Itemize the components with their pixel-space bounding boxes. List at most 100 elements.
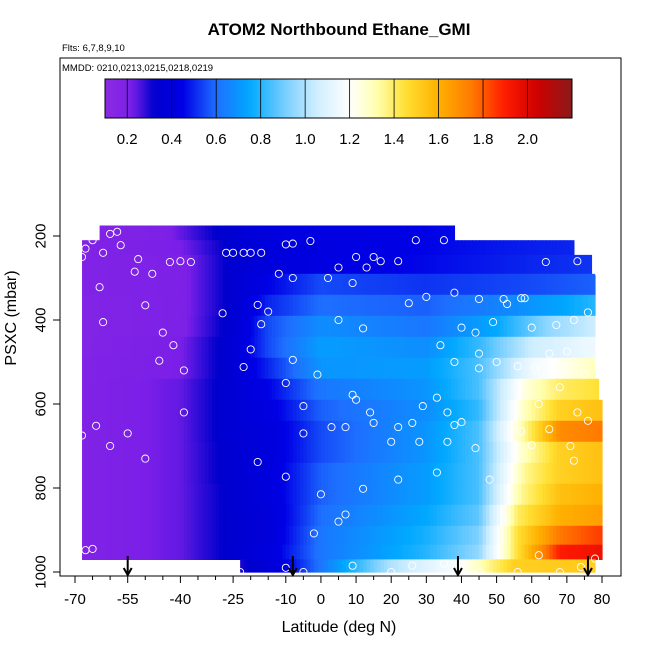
heatmap-cell: [482, 294, 487, 317]
heatmap-cell: [419, 420, 424, 443]
heatmap-cell: [535, 294, 540, 317]
heatmap-cell: [138, 315, 143, 338]
heatmap-cell: [426, 399, 431, 422]
heatmap-cell: [493, 336, 498, 359]
heatmap-cell: [429, 504, 434, 527]
heatmap-cell: [500, 378, 505, 401]
heatmap-cell: [472, 483, 477, 506]
heatmap-cell: [563, 544, 568, 560]
heatmap-cell: [405, 315, 410, 338]
heatmap-cell: [542, 240, 547, 256]
heatmap-cell: [587, 336, 593, 359]
heatmap-cell: [482, 544, 487, 560]
heatmap-cell: [236, 240, 241, 256]
heatmap-cell: [296, 525, 301, 546]
heatmap-cell: [349, 525, 354, 546]
heatmap-cell: [183, 225, 189, 241]
heatmap-cell: [429, 420, 434, 443]
heatmap-cell: [384, 462, 389, 485]
heatmap-cell: [566, 525, 571, 546]
heatmap-cell: [264, 225, 269, 241]
heatmap-cell: [212, 336, 217, 359]
heatmap-cell: [436, 357, 441, 380]
heatmap-cell: [422, 225, 427, 241]
heatmap-cell: [334, 544, 340, 560]
heatmap-cell: [577, 294, 582, 317]
heatmap-cell: [422, 254, 427, 275]
heatmap-cell: [384, 240, 389, 256]
heatmap-cell: [313, 399, 319, 422]
heatmap-cell: [577, 273, 582, 296]
observation-point: [474, 349, 484, 358]
heatmap-cell: [563, 240, 568, 256]
heatmap-cell: [145, 525, 150, 546]
heatmap-cell: [570, 254, 575, 275]
heatmap-cell: [201, 254, 206, 275]
heatmap-cell: [545, 273, 550, 296]
heatmap-cell: [352, 462, 357, 485]
heatmap-cell: [317, 357, 322, 380]
heatmap-cell: [370, 294, 375, 317]
heatmap-cell: [278, 462, 283, 485]
heatmap-cell: [415, 273, 420, 296]
heatmap-cell: [96, 399, 101, 422]
heatmap-cell: [450, 273, 456, 296]
heatmap-cell: [292, 504, 297, 527]
heatmap-cell: [219, 273, 224, 296]
heatmap-cell: [261, 357, 266, 380]
heatmap-cell: [296, 315, 301, 338]
heatmap-cell: [278, 315, 283, 338]
heatmap-cell: [591, 336, 596, 359]
heatmap-cell: [247, 336, 252, 359]
heatmap-cell: [152, 225, 157, 241]
heatmap-cell: [268, 399, 273, 422]
heatmap-cell: [106, 240, 111, 256]
heatmap-cell: [141, 504, 146, 527]
heatmap-cell: [486, 315, 491, 338]
heatmap-cell: [282, 525, 287, 546]
heatmap-band: [82, 483, 603, 506]
heatmap-cell: [124, 273, 129, 296]
observation-point: [387, 437, 396, 446]
heatmap-cell: [289, 544, 294, 560]
heatmap-cell: [99, 462, 104, 485]
heatmap-cell: [429, 294, 434, 317]
x-tick-label: 30: [418, 591, 435, 608]
heatmap-cell: [82, 462, 87, 485]
heatmap-cell: [89, 462, 94, 485]
heatmap-cell: [303, 336, 308, 359]
observation-point: [394, 423, 403, 432]
heatmap-cell: [155, 378, 160, 401]
heatmap-cell: [261, 462, 266, 485]
heatmap-cell: [254, 525, 259, 546]
heatmap-cell: [82, 441, 87, 464]
heatmap-cell: [415, 441, 420, 464]
heatmap-cell: [486, 254, 491, 275]
heatmap-cell: [120, 357, 125, 380]
heatmap-cell: [215, 441, 220, 464]
heatmap-cell: [563, 378, 568, 401]
heatmap-cell: [233, 378, 238, 401]
heatmap-cell: [356, 294, 361, 317]
heatmap-cell: [549, 378, 554, 401]
heatmap-cell: [292, 420, 297, 443]
heatmap-cell: [324, 399, 329, 422]
heatmap-cell: [472, 273, 477, 296]
heatmap-cell: [345, 504, 350, 527]
heatmap-cell: [422, 315, 427, 338]
heatmap-cell: [528, 378, 533, 401]
heatmap-cell: [236, 399, 241, 422]
heatmap-cell: [131, 378, 136, 401]
heatmap-cell: [92, 399, 97, 422]
heatmap-cell: [89, 336, 94, 359]
heatmap-cell: [303, 254, 308, 275]
colorbar-tick-label: 1.2: [339, 131, 360, 148]
heatmap-cell: [201, 357, 206, 380]
heatmap-cell: [103, 483, 108, 506]
heatmap-cell: [552, 273, 557, 296]
heatmap-cell: [538, 240, 543, 256]
heatmap-cell: [113, 420, 118, 443]
heatmap-cell: [250, 225, 255, 241]
heatmap-cell: [514, 420, 519, 443]
heatmap-cell: [447, 525, 452, 546]
